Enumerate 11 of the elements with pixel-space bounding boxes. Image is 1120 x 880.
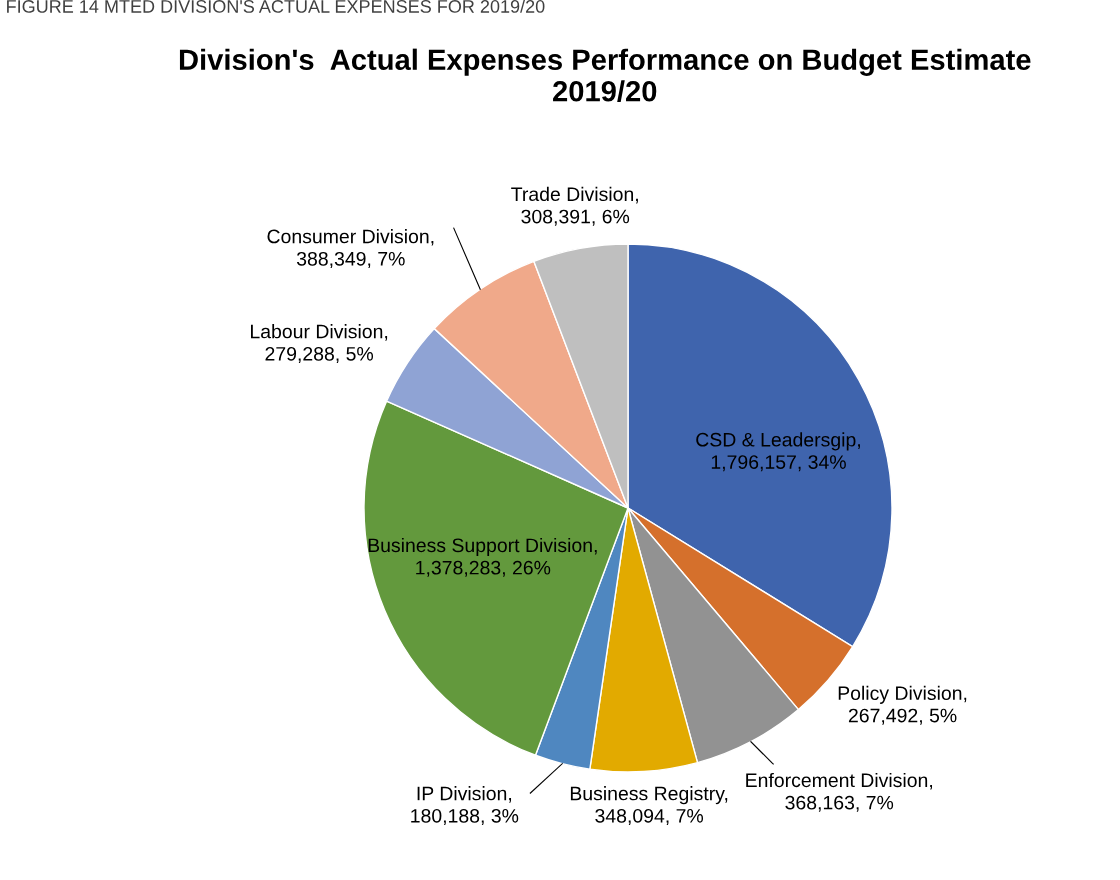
slice-label: Enforcement Division, 368,163, 7% (746, 772, 933, 812)
slice-label: Business Support Division, 1,378,283, 26% (368, 537, 597, 577)
caption: FIGURE 14 MTED DIVISION'S ACTUAL EXPENSES FOR 2019/20 (7, 0, 545, 13)
slice-label: Business Registry, 348,094, 7% (570, 786, 728, 826)
slice-label: Policy Division, 267,492, 5% (838, 685, 967, 725)
slice-label: Consumer Division, 388,349, 7% (267, 229, 434, 268)
slice-label: IP Division, 180,188, 3% (411, 786, 519, 826)
slice-label: Labour Division, 279,288, 5% (251, 324, 388, 364)
slice-label: Trade Division, 308,391, 6% (511, 186, 638, 226)
slice-label: CSD & Leadersgip, 1,796,157, 34% (696, 432, 860, 472)
chart-title: Division's Actual Expenses Performance on Budget Estimate 2019/20 (179, 48, 1031, 102)
